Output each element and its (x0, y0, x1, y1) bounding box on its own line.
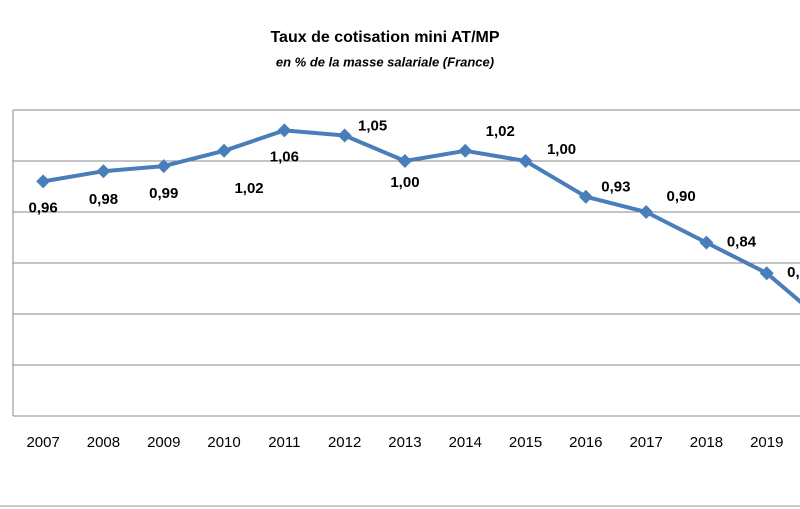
marker (277, 123, 292, 138)
chart-title: Taux de cotisation mini AT/MP (270, 29, 499, 46)
marker (518, 154, 533, 168)
data-label: 0,98 (89, 191, 118, 208)
data-label: 1,06 (270, 148, 299, 165)
data-label: 0,96 (29, 199, 58, 216)
chart-subtitle: en % de la masse salariale (France) (276, 54, 494, 69)
data-label: 0,99 (149, 185, 178, 202)
x-tick-label: 2017 (629, 434, 662, 451)
x-tick-label: 2016 (569, 434, 602, 451)
marker (639, 205, 654, 219)
x-tick-label: 2007 (26, 434, 59, 451)
data-label: 0,90 (667, 188, 696, 205)
marker (578, 189, 593, 204)
data-label: 0,78 (787, 264, 800, 281)
x-tick-label: 2018 (690, 434, 723, 451)
x-tick-label: 2010 (207, 434, 240, 451)
x-tick-label: 2019 (750, 434, 783, 451)
x-tick-label: 2011 (268, 434, 300, 451)
x-tick-label: 2013 (388, 434, 421, 451)
x-tick-label: 2008 (87, 434, 120, 451)
data-label: 1,02 (486, 123, 515, 140)
data-label: 1,02 (234, 180, 263, 197)
x-tick-label: 2014 (449, 434, 482, 451)
marker (397, 154, 412, 168)
marker (96, 164, 111, 179)
marker (337, 128, 352, 143)
marker (217, 143, 232, 158)
line (42, 128, 800, 304)
x-tick-label: 2015 (509, 434, 542, 451)
marker (156, 159, 171, 174)
x-tick-label: 2009 (147, 434, 180, 451)
data-label: 0,84 (727, 234, 757, 251)
data-label: 1,00 (390, 174, 419, 191)
data-label: 1,05 (358, 117, 387, 134)
data-label: 1,00 (547, 141, 576, 158)
data-label: 0,93 (601, 179, 630, 196)
marker (458, 143, 473, 158)
x-tick-label: 2012 (328, 434, 361, 451)
marker (759, 266, 774, 281)
marker (699, 235, 714, 250)
marker (36, 174, 51, 189)
